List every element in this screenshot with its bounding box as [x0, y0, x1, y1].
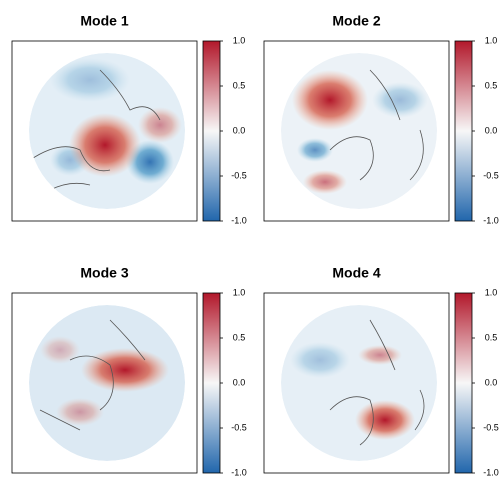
colorbar — [202, 40, 221, 222]
colorbar-tick-label: -1.0 — [231, 467, 247, 477]
colorbar-tick-label: 0.5 — [485, 80, 498, 90]
colorbar-tick-label: 0.0 — [233, 125, 246, 135]
colorbar-tick-label: 0.5 — [233, 80, 246, 90]
map-field — [29, 305, 185, 461]
colorbar-tick-label: -0.5 — [483, 170, 499, 180]
colorbar — [454, 292, 473, 474]
colorbar-tick-label: -0.5 — [231, 422, 247, 432]
plot-frame — [263, 40, 450, 222]
colorbar — [454, 40, 473, 222]
colorbar-tick-label: 1.0 — [233, 287, 246, 297]
panel-title: Mode 3 — [80, 265, 128, 281]
colorbar-tick-label: -1.0 — [231, 215, 247, 225]
colorbar-tick-label: 1.0 — [485, 35, 498, 45]
plot-frame — [263, 292, 450, 474]
map-field — [29, 53, 185, 209]
colorbar — [202, 292, 221, 474]
panel-title: Mode 4 — [332, 265, 380, 281]
colorbar-tick-label: -0.5 — [231, 170, 247, 180]
map-field — [281, 305, 437, 461]
colorbar-tick-label: 1.0 — [233, 35, 246, 45]
colorbar-tick-label: -1.0 — [483, 215, 499, 225]
colorbar-tick-label: 0.5 — [233, 332, 246, 342]
colorbar-tick-label: 0.5 — [485, 332, 498, 342]
plot-frame — [11, 40, 198, 222]
colorbar-tick-label: -0.5 — [483, 422, 499, 432]
panel-title: Mode 1 — [80, 13, 128, 29]
colorbar-tick-label: 1.0 — [485, 287, 498, 297]
colorbar-tick-label: 0.0 — [485, 377, 498, 387]
plot-frame — [11, 292, 198, 474]
panel-title: Mode 2 — [332, 13, 380, 29]
colorbar-tick-label: -1.0 — [483, 467, 499, 477]
colorbar-tick-label: 0.0 — [485, 125, 498, 135]
colorbar-tick-label: 0.0 — [233, 377, 246, 387]
map-field — [281, 53, 437, 209]
